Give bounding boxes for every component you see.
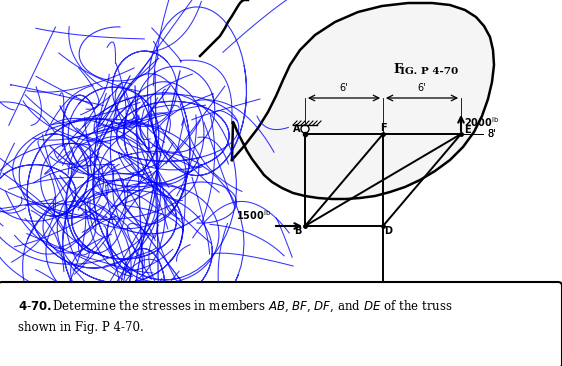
Text: F: F (380, 123, 386, 133)
Text: A: A (293, 124, 301, 134)
Text: 8': 8' (487, 129, 496, 139)
Text: $\bf{4\text{-}70.}$: $\bf{4\text{-}70.}$ (18, 299, 52, 313)
Circle shape (301, 125, 309, 133)
Text: 2000$^{\rm lb}$: 2000$^{\rm lb}$ (464, 115, 499, 129)
Bar (381, 316, 385, 320)
Text: 8': 8' (487, 129, 496, 139)
Text: 6': 6' (418, 83, 427, 93)
Text: 6': 6' (339, 83, 348, 93)
Text: D: D (384, 226, 392, 236)
Text: F: F (393, 63, 402, 76)
Polygon shape (232, 3, 494, 199)
Bar (381, 312, 385, 316)
Text: 1500$^{\rm lb}$: 1500$^{\rm lb}$ (236, 208, 271, 222)
FancyBboxPatch shape (0, 282, 562, 366)
Text: shown in Fig. P 4-70.: shown in Fig. P 4-70. (18, 321, 144, 335)
Text: C: C (373, 313, 379, 323)
Text: IG. P 4-70: IG. P 4-70 (401, 67, 459, 76)
Text: E: E (464, 125, 470, 135)
Text: B: B (294, 226, 302, 236)
Text: Determine the stresses in members $AB$, $BF$, $DF$, and $DE$ of the truss: Determine the stresses in members $AB$, … (52, 298, 452, 314)
Bar (381, 320, 385, 324)
